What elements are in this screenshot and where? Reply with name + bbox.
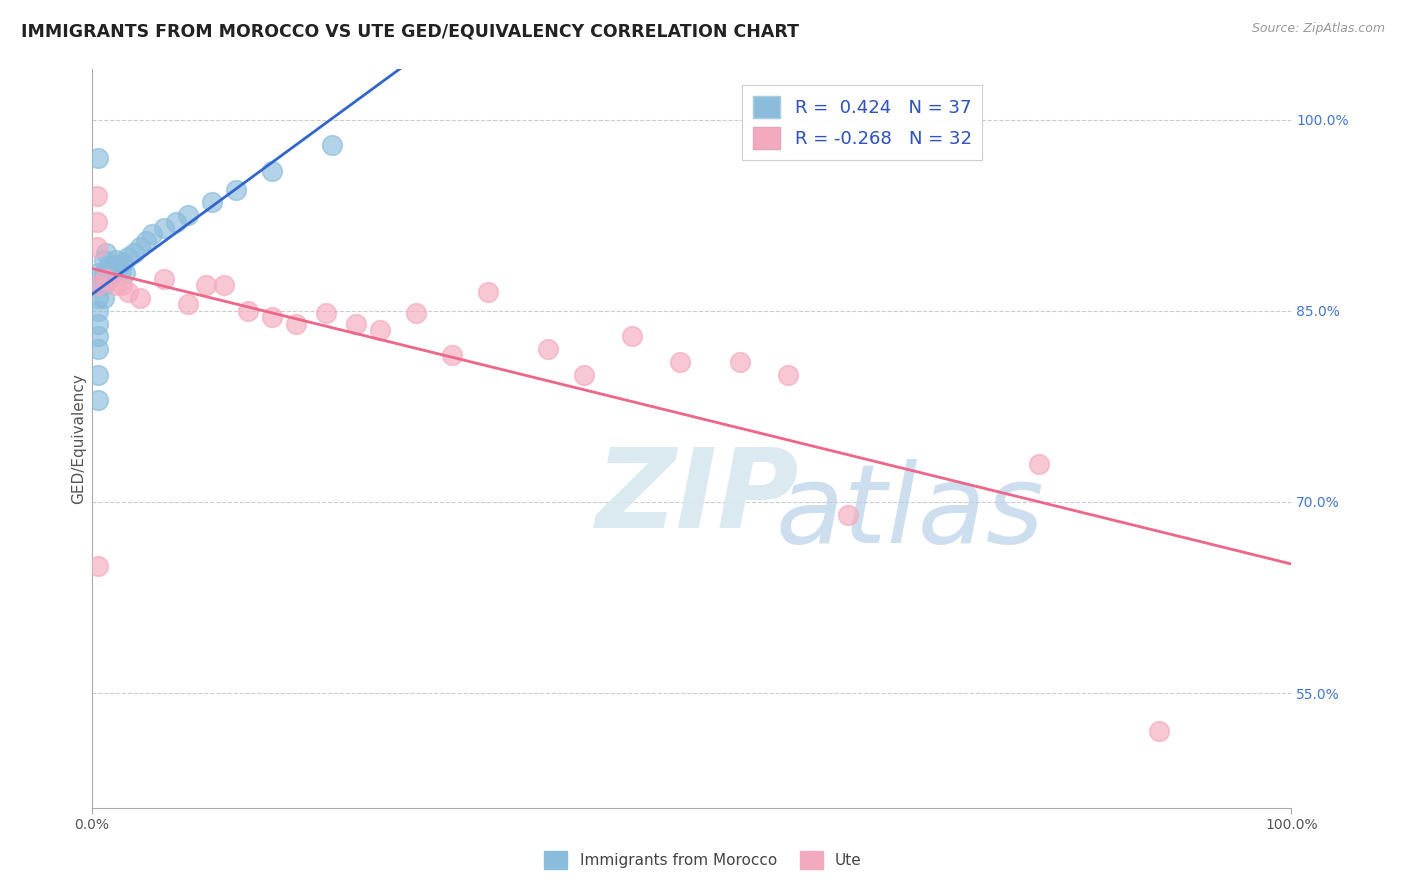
Point [668,355,690,369]
Point [572,368,595,382]
Point [87,291,110,305]
Point [96,246,118,260]
Text: atlas: atlas [776,458,1045,566]
Point [225,183,247,197]
Point [87,266,110,280]
Point [114,266,136,280]
Point [107,259,129,273]
Point [86,189,108,203]
Point [135,234,157,248]
Point [87,278,110,293]
Point [104,278,127,293]
Y-axis label: GED/Equivalency: GED/Equivalency [72,373,86,504]
Point [87,317,110,331]
Point [260,310,283,325]
Legend: R =  0.424   N = 37, R = -0.268   N = 32: R = 0.424 N = 37, R = -0.268 N = 32 [742,85,983,160]
Point [93,291,115,305]
Point [96,272,118,286]
Point [212,278,235,293]
Point [177,297,200,311]
Point [128,240,150,254]
Point [104,252,127,267]
Point [111,255,134,269]
Point [315,306,337,320]
Point [87,278,110,293]
Point [440,348,463,362]
Point [87,303,110,318]
Point [100,266,122,280]
Point [110,263,132,277]
Point [87,392,110,407]
Point [1028,457,1050,471]
Point [177,208,200,222]
Point [368,323,391,337]
Point [128,291,150,305]
Point [87,342,110,356]
Point [117,250,139,264]
Point [93,266,115,280]
Point [86,240,108,254]
Text: IMMIGRANTS FROM MOROCCO VS UTE GED/EQUIVALENCY CORRELATION CHART: IMMIGRANTS FROM MOROCCO VS UTE GED/EQUIV… [21,22,799,40]
Point [536,342,558,356]
Point [111,278,134,293]
Point [321,138,343,153]
Point [86,214,108,228]
Point [837,508,859,522]
Point [728,355,751,369]
Point [620,329,643,343]
Text: Source: ZipAtlas.com: Source: ZipAtlas.com [1251,22,1385,36]
Point [93,278,115,293]
Point [776,368,799,382]
Point [141,227,163,242]
Point [87,151,110,165]
Point [1149,724,1171,739]
Point [97,272,120,286]
Point [284,317,307,331]
Point [122,246,145,260]
Point [152,220,174,235]
Point [260,163,283,178]
Point [96,272,118,286]
Point [344,317,367,331]
Point [194,278,217,293]
Point [477,285,499,299]
Point [201,195,224,210]
Text: ZIP: ZIP [596,444,799,551]
Point [152,272,174,286]
Point [165,214,187,228]
Point [236,303,259,318]
Point [405,306,427,320]
Point [87,368,110,382]
Legend: Immigrants from Morocco, Ute: Immigrants from Morocco, Ute [538,845,868,875]
Point [87,558,110,573]
Point [103,259,125,273]
Point [93,252,115,267]
Point [87,329,110,343]
Point [97,259,120,273]
Point [117,285,139,299]
